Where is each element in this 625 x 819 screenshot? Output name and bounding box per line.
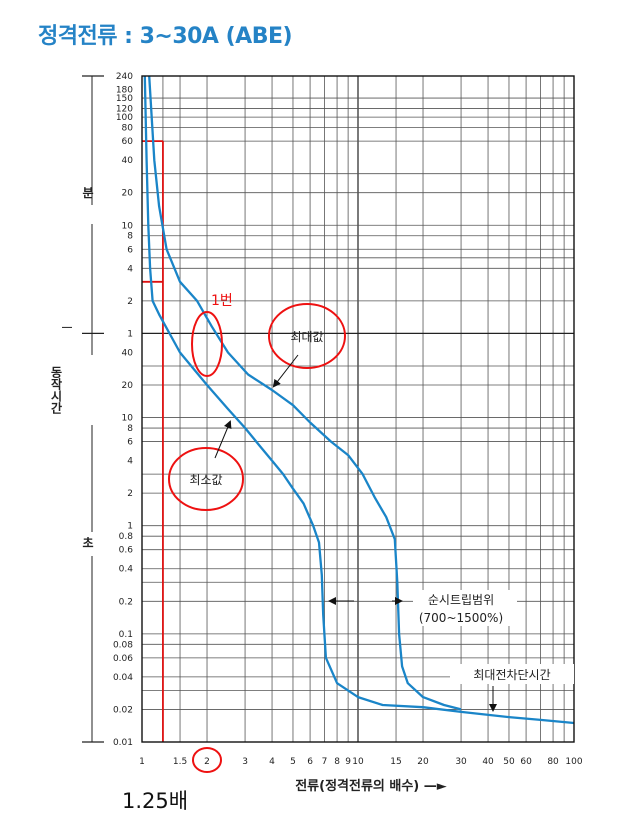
y-tick-label: 0.01 (113, 738, 133, 748)
x-tick-label: 8 (334, 757, 340, 767)
y-tick-label: 40 (122, 348, 134, 358)
y-tick-label: 240 (116, 72, 133, 82)
x-tick-label: 9 (345, 757, 351, 767)
x-tick-label: 60 (520, 757, 532, 767)
annotation-max: 최대값 (268, 303, 346, 388)
y-tick-label: 100 (116, 113, 133, 123)
y-tick-label: 60 (122, 137, 134, 147)
x-tick-label: 1.5 (173, 757, 187, 767)
y-tick-label: 0.1 (119, 630, 133, 640)
annotation-max-break: 최대전차단시간 (450, 664, 574, 712)
x-tick-label: 1 (139, 757, 145, 767)
page-title: 정격전류 : 3~30A (ABE) (38, 24, 293, 49)
point-1-label: 1번 (211, 293, 233, 309)
point-1-circle (191, 311, 223, 377)
y-tick-label: 0.2 (119, 597, 133, 607)
max-label: 최대값 (290, 330, 323, 344)
y-tick-label: 8 (127, 424, 133, 434)
y-tick-label: 20 (122, 189, 134, 199)
y-tick-label: 10 (122, 414, 134, 424)
plot-frame (141, 75, 575, 743)
x-tick-label: 15 (390, 757, 401, 767)
max-arrow (272, 354, 299, 388)
y-label-minutes: 분 (82, 186, 93, 200)
multiple-note: 1.25배 (122, 789, 188, 813)
y-tick-label: 0.4 (119, 565, 134, 575)
y-tick-label: 0.04 (113, 673, 133, 683)
x-tick-label: 2 (204, 757, 210, 767)
x-2-circle (192, 747, 222, 773)
annotation-point-1: 1번 (191, 293, 233, 377)
min-label: 최소값 (189, 473, 222, 487)
annotation-min: 최소값 (168, 420, 244, 511)
instant-trip-label: 순시트립범위 (428, 593, 494, 607)
x-tick-label: 20 (417, 757, 429, 767)
x-tick-label: 100 (565, 757, 582, 767)
y-tick-label: 0.8 (119, 532, 134, 542)
y-tick-label: 40 (122, 156, 134, 166)
y-tick-label: 4 (127, 264, 133, 274)
y-tick-label: 20 (122, 381, 134, 391)
min-circle (168, 447, 244, 511)
y-label-seconds: 초 (82, 536, 93, 550)
x-tick-label: 10 (352, 757, 364, 767)
y-tick-label: 0.02 (113, 705, 133, 715)
x-tick-label: 40 (482, 757, 494, 767)
x-axis-title: 전류(정격전류의 배수) —► (295, 778, 447, 794)
y-tick-label: 4 (127, 457, 133, 467)
y-tick-label: 1 (127, 522, 133, 532)
y-tick-label: 0.06 (113, 654, 133, 664)
x-tick-label: 3 (242, 757, 248, 767)
curve-max (148, 75, 462, 711)
y-tick-label: 8 (127, 232, 133, 242)
y-tick-label: 120 (116, 105, 133, 115)
max-break-label: 최대전차단시간 (473, 668, 550, 682)
y-tick-label: 0.6 (119, 546, 134, 556)
x-tick-label: 50 (503, 757, 515, 767)
x-tick-label: 4 (269, 757, 275, 767)
x-tick-label: 30 (455, 757, 467, 767)
annotation-instant-trip: 순시트립범위 (700~1500%) (328, 590, 517, 626)
y-tick-label: 10 (122, 221, 134, 231)
y-tick-label: 2 (127, 297, 133, 307)
y-tick-label: 6 (127, 245, 133, 255)
curves (143, 75, 575, 725)
y-tick-label: 80 (122, 124, 134, 134)
tick-labels: 1 1.5 2 3 4 5 6 7 8 9 10 15 20 30 40 50 60 80 100240180150… (113, 72, 583, 767)
x-tick-label: 80 (547, 757, 559, 767)
instant-trip-range: (700~1500%) (419, 611, 503, 625)
max-circle (268, 303, 346, 369)
y-label-operating-time: 동작시간 (49, 366, 63, 415)
x-tick-label: 7 (322, 757, 328, 767)
y-tick-label: 0.08 (113, 640, 133, 650)
y-axis-decorations (62, 75, 104, 743)
y-tick-label: 2 (127, 489, 133, 499)
y-tick-label: 150 (116, 94, 133, 104)
y-tick-label: 180 (116, 86, 133, 96)
y-tick-label: 1 (127, 329, 133, 339)
x-tick-label: 6 (307, 757, 313, 767)
grid (142, 76, 574, 742)
min-arrow (214, 420, 232, 459)
y-tick-label: 6 (127, 438, 133, 448)
curve-min (143, 75, 575, 725)
x-tick-label: 5 (290, 757, 296, 767)
